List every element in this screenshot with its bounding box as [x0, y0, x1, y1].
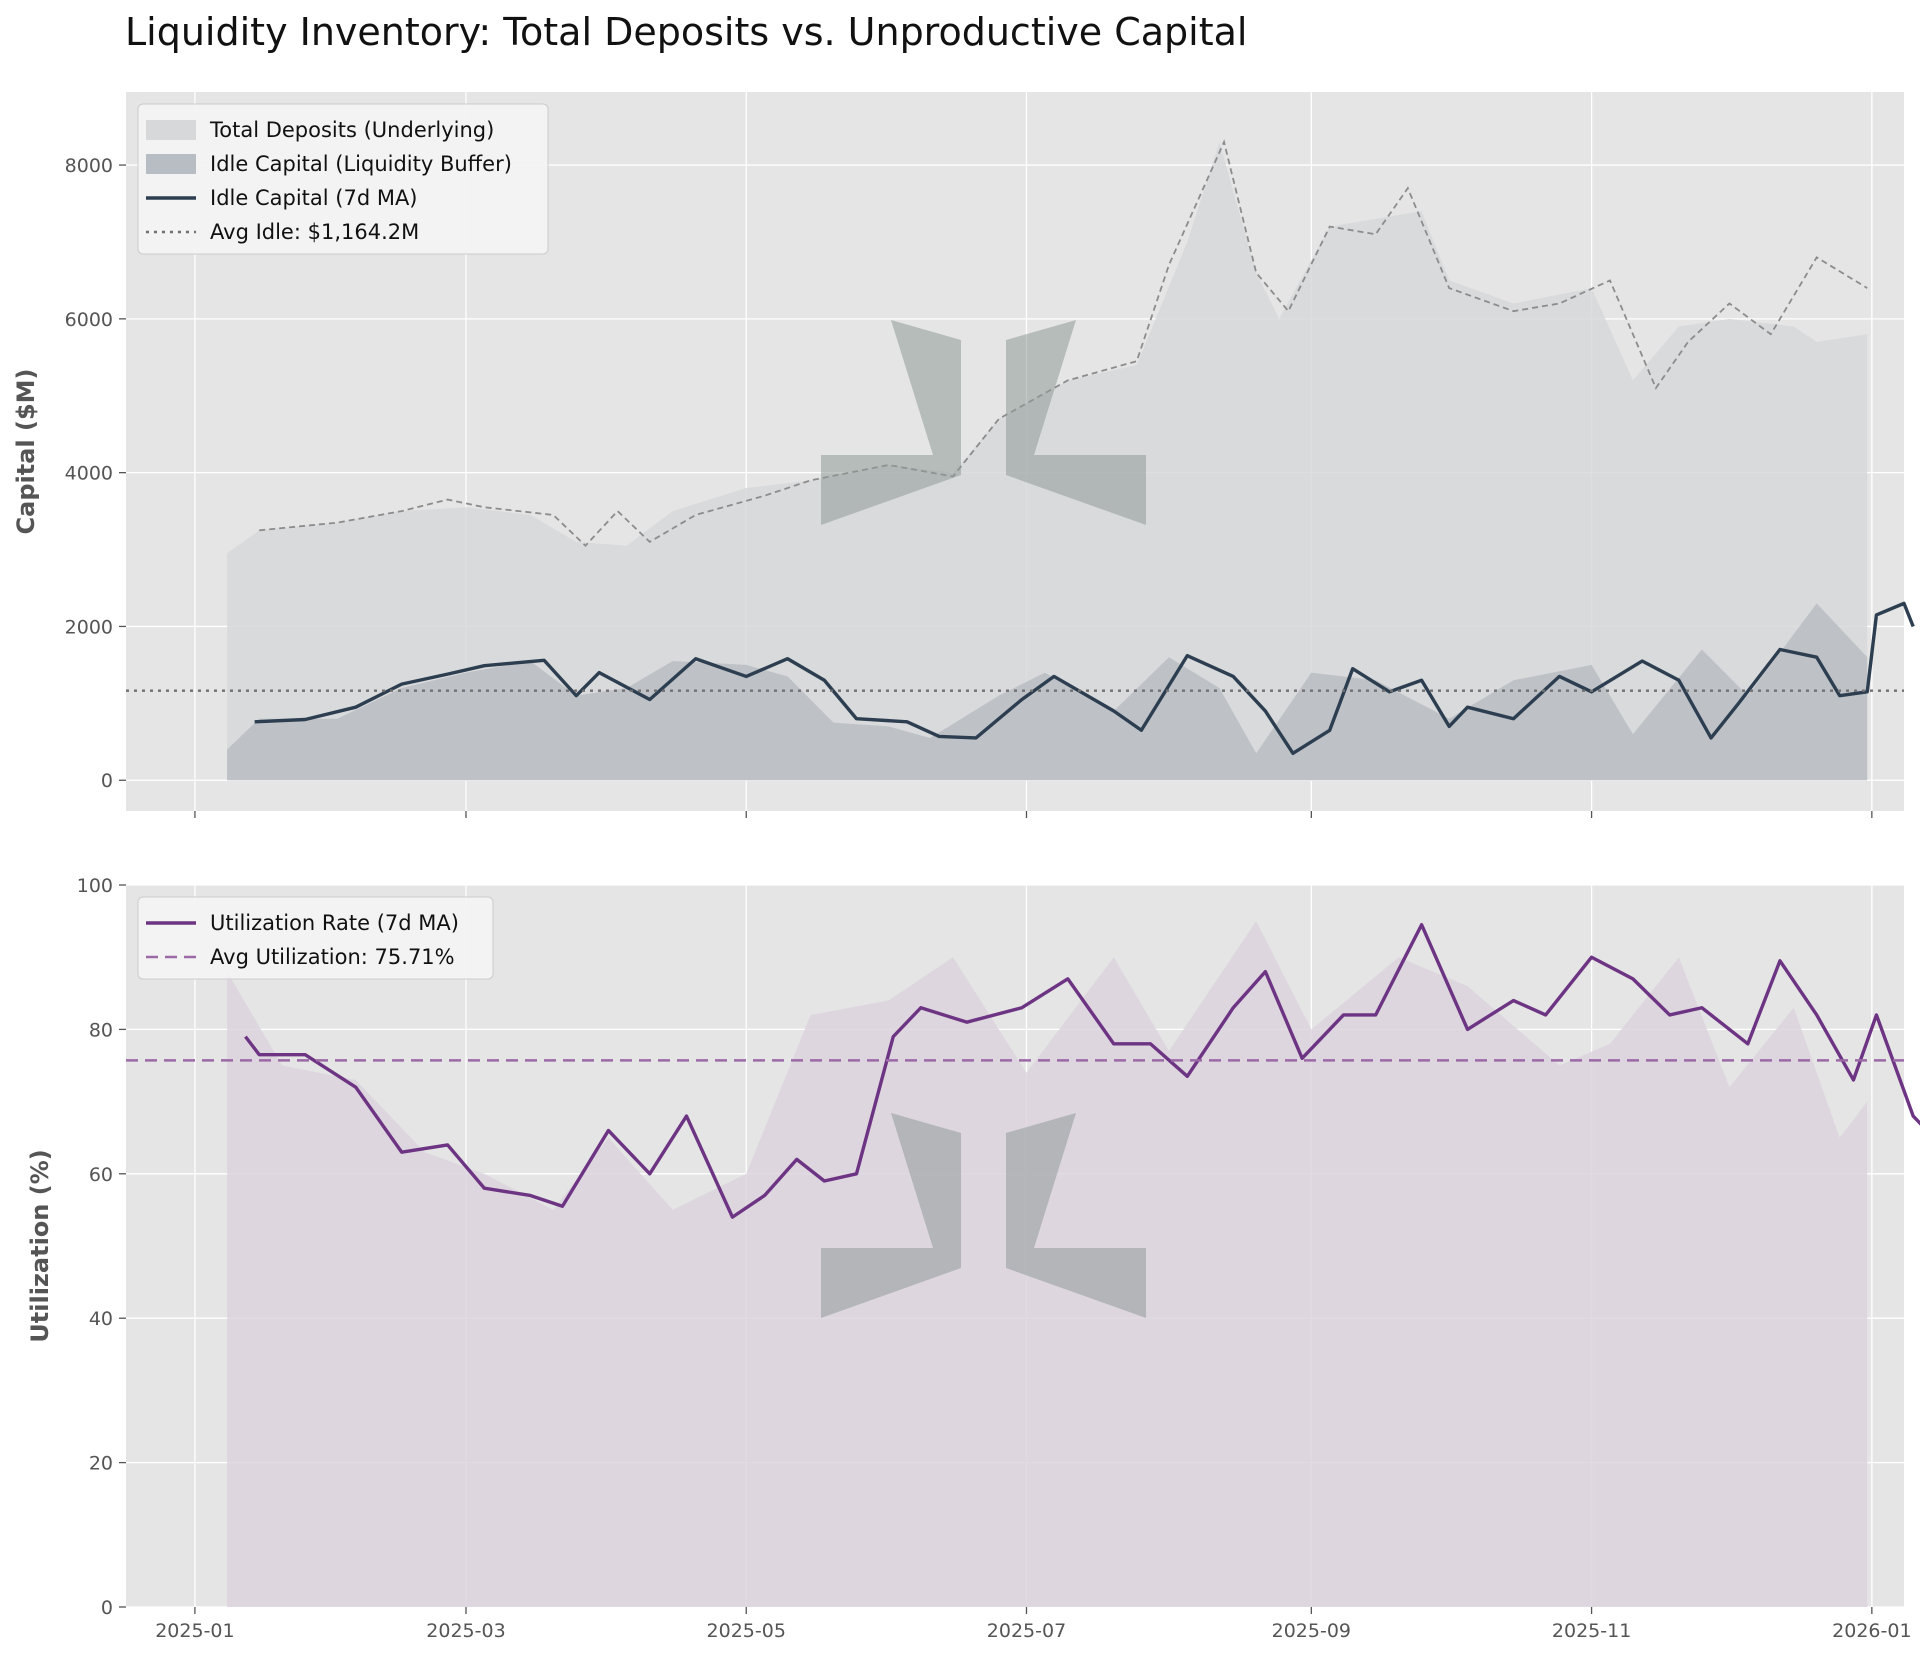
legend-box: [137, 103, 549, 255]
legend-label: Idle Capital (7d MA): [210, 186, 418, 210]
y-tick-label: 8000: [65, 155, 113, 177]
utilization-panel: 0 20 40 60 80 100 2025-01 2025-03 2025-05 2025-07…: [26, 875, 1920, 1642]
watermark-right-shape: [1006, 320, 1146, 525]
y-tick-label: 40: [89, 1308, 113, 1330]
y-tick-label: 20: [89, 1453, 113, 1475]
legend-box: [137, 896, 494, 980]
chart-title: Liquidity Inventory: Total Deposits vs. …: [125, 10, 1247, 54]
y-tick-label: 4000: [65, 463, 113, 485]
y-tick-label: 80: [89, 1019, 113, 1041]
utilization-ma-line: [244, 923, 1920, 1219]
y-tick-label: 2000: [65, 616, 113, 638]
legend-label: Idle Capital (Liquidity Buffer): [210, 152, 512, 176]
x-tick-label: 2025-01: [155, 1620, 234, 1642]
x-tick-label: 2025-11: [1552, 1620, 1631, 1642]
legend-label: Avg Idle: $1,164.2M: [210, 220, 419, 244]
legend-label: Total Deposits (Underlying): [209, 118, 494, 142]
legend-label: Utilization Rate (7d MA): [210, 911, 459, 935]
x-tick-label: 2025-09: [1272, 1620, 1351, 1642]
deposits-panel: 0 2000 4000 6000 8000 Capital ($M) Total Depos…: [12, 92, 1915, 818]
watermark-logo: [821, 320, 1146, 525]
legend-swatch: [146, 120, 196, 140]
legend-swatch: [146, 154, 196, 174]
legend-label: Avg Utilization: 75.71%: [210, 945, 455, 969]
x-tick-label: 2026-01: [1832, 1620, 1911, 1642]
y-axis-title: Capital ($M): [12, 369, 40, 535]
watermark-left-shape: [821, 1113, 961, 1318]
x-tick-label: 2025-05: [707, 1620, 786, 1642]
y-tick-label: 100: [77, 875, 113, 897]
y-tick-label: 60: [89, 1164, 113, 1186]
deposits-trend-line: [259, 139, 1868, 547]
legend: Utilization Rate (7d MA) Avg Utilization:…: [137, 896, 494, 980]
y-tick-label: 0: [101, 1597, 113, 1619]
legend: Total Deposits (Underlying) Idle Capital …: [137, 103, 549, 255]
y-tick-label: 6000: [65, 309, 113, 331]
watermark-left-shape: [821, 320, 961, 525]
x-tick-label: 2025-03: [426, 1620, 505, 1642]
watermark-logo: [821, 1113, 1146, 1318]
idle-capital-ma-line: [254, 601, 1915, 756]
y-axis-title: Utilization (%): [26, 1149, 54, 1342]
x-tick-label: 2025-07: [987, 1620, 1066, 1642]
watermark-right-shape: [1006, 1113, 1146, 1318]
y-tick-label: 0: [101, 770, 113, 792]
